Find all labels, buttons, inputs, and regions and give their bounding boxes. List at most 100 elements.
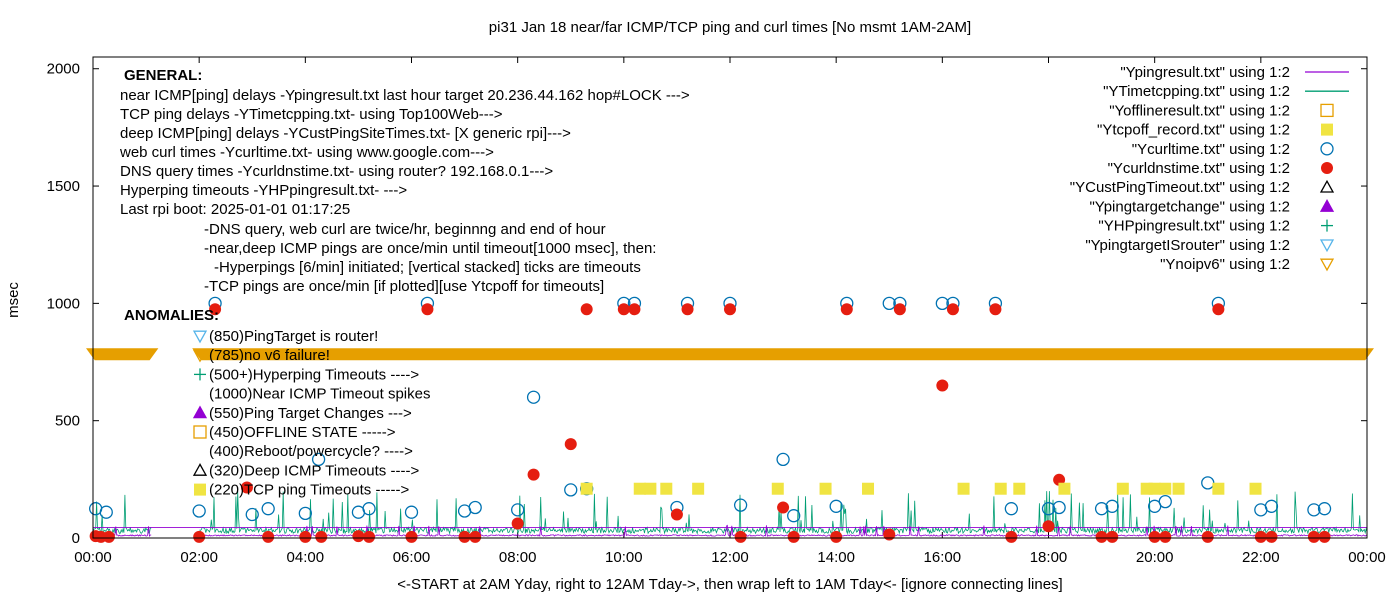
legend-label: "Yofflineresult.txt" using 1:2 [1109, 102, 1290, 119]
data-point [633, 482, 646, 495]
chart-title: pi31 Jan 18 near/far ICMP/TCP ping and c… [489, 19, 971, 36]
data-point [1249, 482, 1262, 495]
data-point [102, 530, 115, 543]
legend-marker [1319, 258, 1335, 272]
note-line: near ICMP[ping] delays -Ypingresult.txt … [120, 87, 690, 104]
anomaly-marker [194, 368, 206, 381]
y-tick-label: 2000 [47, 61, 80, 78]
data-point [580, 303, 593, 316]
data-point [468, 500, 482, 515]
x-tick-label: 22:00 [1242, 549, 1280, 566]
data-point [787, 509, 801, 523]
data-point [193, 530, 206, 543]
x-tick-label: 10:00 [605, 549, 643, 566]
legend-label: "Ytcpoff_record.txt" using 1:2 [1097, 122, 1290, 139]
data-point [245, 507, 259, 522]
data-point [1105, 499, 1119, 513]
data-point [994, 482, 1007, 495]
data-point [724, 303, 736, 316]
data-point [1005, 530, 1018, 543]
data-point [405, 530, 418, 543]
data-point [989, 303, 1002, 316]
data-point [262, 530, 275, 543]
noipv6-band [86, 348, 1374, 361]
data-point [299, 530, 312, 543]
anomaly-label: (220)TCP ping Timeouts -----> [209, 482, 409, 499]
anomaly-label: (450)OFFLINE STATE -----> [209, 424, 396, 441]
y-tick-label: 1000 [47, 295, 80, 312]
data-point [458, 530, 471, 543]
data-point [564, 483, 578, 497]
axis-ticks: 00:00 02:00 04:00 06:00 08:00 10:00 12:00 14:00… [47, 57, 1386, 566]
legend: "Ypingresult.txt" using 1:2 "YTimetcpping… [1070, 64, 1349, 273]
data-point [580, 482, 593, 495]
data-point [830, 530, 843, 543]
anomaly-marker [194, 483, 206, 496]
note-line: web curl times -Ycurltime.txt- using www… [119, 144, 494, 161]
legend-marker [1321, 219, 1333, 232]
note-heading: ANOMALIES: [124, 307, 219, 324]
data-point [628, 303, 641, 316]
data-point [819, 482, 832, 495]
legend-label: "YHPpingresult.txt" using 1:2 [1098, 218, 1290, 235]
data-point [1058, 482, 1071, 495]
data-point [511, 517, 524, 530]
data-point [1052, 500, 1066, 515]
data-point [564, 438, 577, 451]
legend-marker [1321, 123, 1333, 136]
data-point [670, 508, 683, 521]
data-point [1148, 530, 1161, 543]
data-point [1106, 530, 1119, 543]
anomaly-list: (850)PingTarget is router! (785)no v6 fai… [192, 328, 430, 499]
anomaly-label: (400)Reboot/powercycle? ----> [209, 443, 413, 460]
legend-marker [1319, 239, 1335, 253]
legend-label: "Ynoipv6" using 1:2 [1160, 256, 1290, 273]
data-point [1212, 482, 1225, 495]
note-heading: GENERAL: [124, 67, 202, 84]
legend-label: "Ypingresult.txt" using 1:2 [1120, 64, 1290, 81]
note-line: TCP ping delays -YTimetcpping.txt- using… [120, 106, 503, 123]
data-point [1172, 482, 1185, 495]
data-point [315, 530, 328, 543]
data-point [240, 481, 253, 494]
note-line: Last rpi boot: 2025-01-01 01:17:25 [120, 201, 350, 218]
data-point [1004, 502, 1018, 516]
legend-label: "Ycurltime.txt" using 1:2 [1132, 141, 1290, 158]
x-tick-label: 08:00 [499, 549, 537, 566]
note-line: deep ICMP[ping] delays -YCustPingSiteTim… [120, 125, 571, 142]
anomaly-marker [192, 330, 208, 344]
data-point [829, 499, 843, 513]
data-point [298, 506, 312, 521]
data-point [1116, 482, 1129, 495]
legend-marker [1321, 162, 1333, 174]
data-point [936, 379, 949, 392]
x-tick-label: 14:00 [817, 549, 855, 566]
data-point [935, 296, 949, 311]
legend-marker [1319, 199, 1335, 212]
data-point [1212, 303, 1225, 316]
x-tick-label: 20:00 [1136, 549, 1174, 566]
data-point [209, 303, 222, 316]
note-line: -Hyperpings [6/min] initiated; [vertical… [214, 259, 641, 276]
data-point [1148, 482, 1161, 495]
anomaly-marker [192, 349, 208, 363]
data-point [1095, 530, 1108, 543]
x-tick-label: 00:00 [1348, 549, 1386, 566]
data-point [421, 303, 434, 316]
note-line: -near,deep ICMP pings are once/min until… [204, 240, 656, 257]
data-points [89, 296, 1332, 543]
data-point [1254, 530, 1267, 543]
note-line: Hyperping timeouts -YHPpingresult.txt- -… [120, 182, 407, 199]
x-tick-label: 02:00 [180, 549, 218, 566]
data-point [1307, 503, 1321, 517]
data-point [883, 528, 896, 541]
data-point [404, 505, 419, 519]
y-axis-label: msec [5, 282, 22, 318]
data-point [840, 303, 853, 316]
x-tick-label: 06:00 [393, 549, 431, 566]
data-point [1317, 502, 1332, 516]
data-point [660, 482, 673, 495]
legend-label: "Ycurldnstime.txt" using 1:2 [1108, 160, 1290, 177]
data-point [192, 504, 206, 518]
data-point [311, 452, 326, 467]
